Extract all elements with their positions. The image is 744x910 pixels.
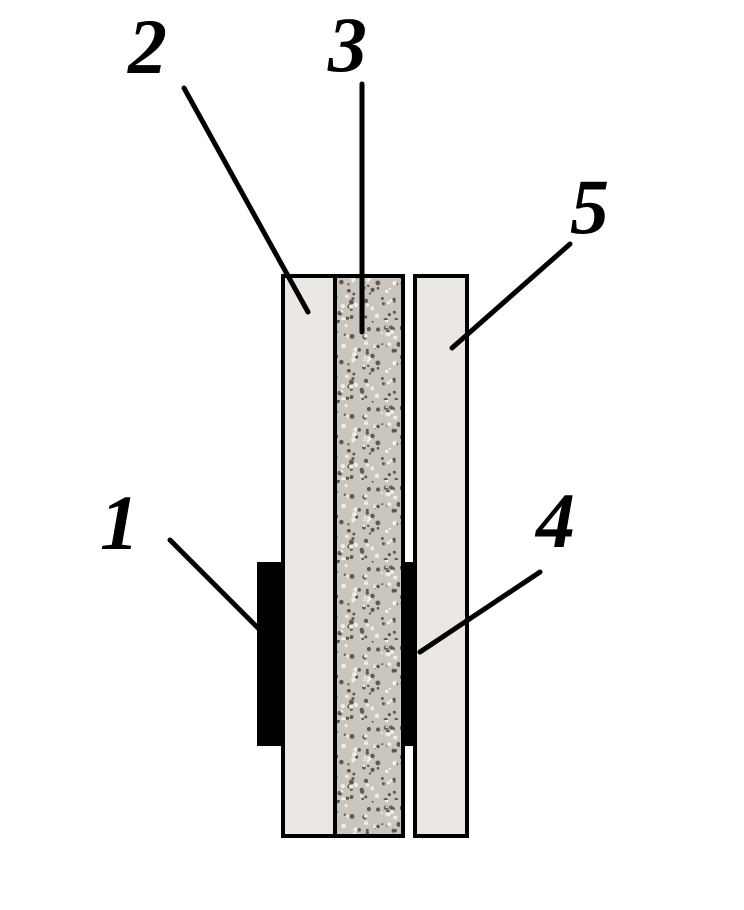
layer-layer2_gray_left-top: [283, 276, 335, 836]
label-3: 3: [328, 0, 367, 90]
leader-line-1: [170, 540, 266, 636]
label-5: 5: [570, 162, 609, 252]
label-4: 4: [536, 476, 575, 566]
diagram-svg: [0, 0, 744, 910]
layer-layer3_center-top: [335, 276, 403, 836]
label-1: 1: [100, 478, 139, 568]
leader-line-2: [184, 88, 308, 312]
layer-layer1_black_left-top: [259, 564, 283, 744]
diagram-stage: 1 2 3 4 5: [0, 0, 744, 910]
leader-line-5: [452, 244, 570, 348]
label-2: 2: [128, 2, 167, 92]
